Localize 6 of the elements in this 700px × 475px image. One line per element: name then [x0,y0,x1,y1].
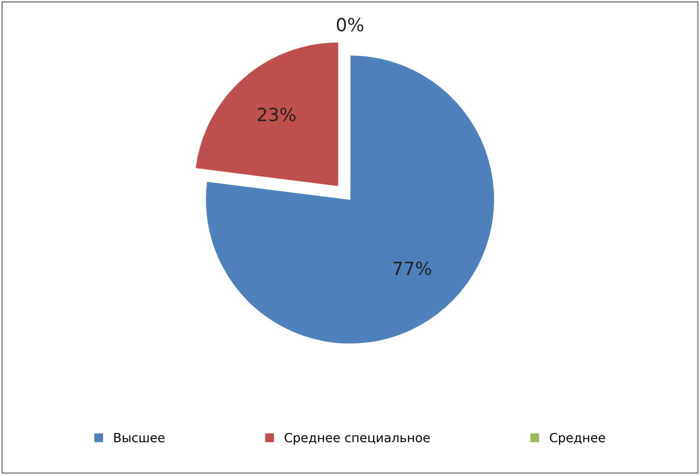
text: 0% [336,18,364,32]
legend-label: Высшее [114,433,165,442]
data-label: 77% [393,261,432,276]
legend-label: Среднее [550,432,606,445]
data-label: 23% [258,108,296,122]
legend-label: Среднее специальное [284,432,430,445]
